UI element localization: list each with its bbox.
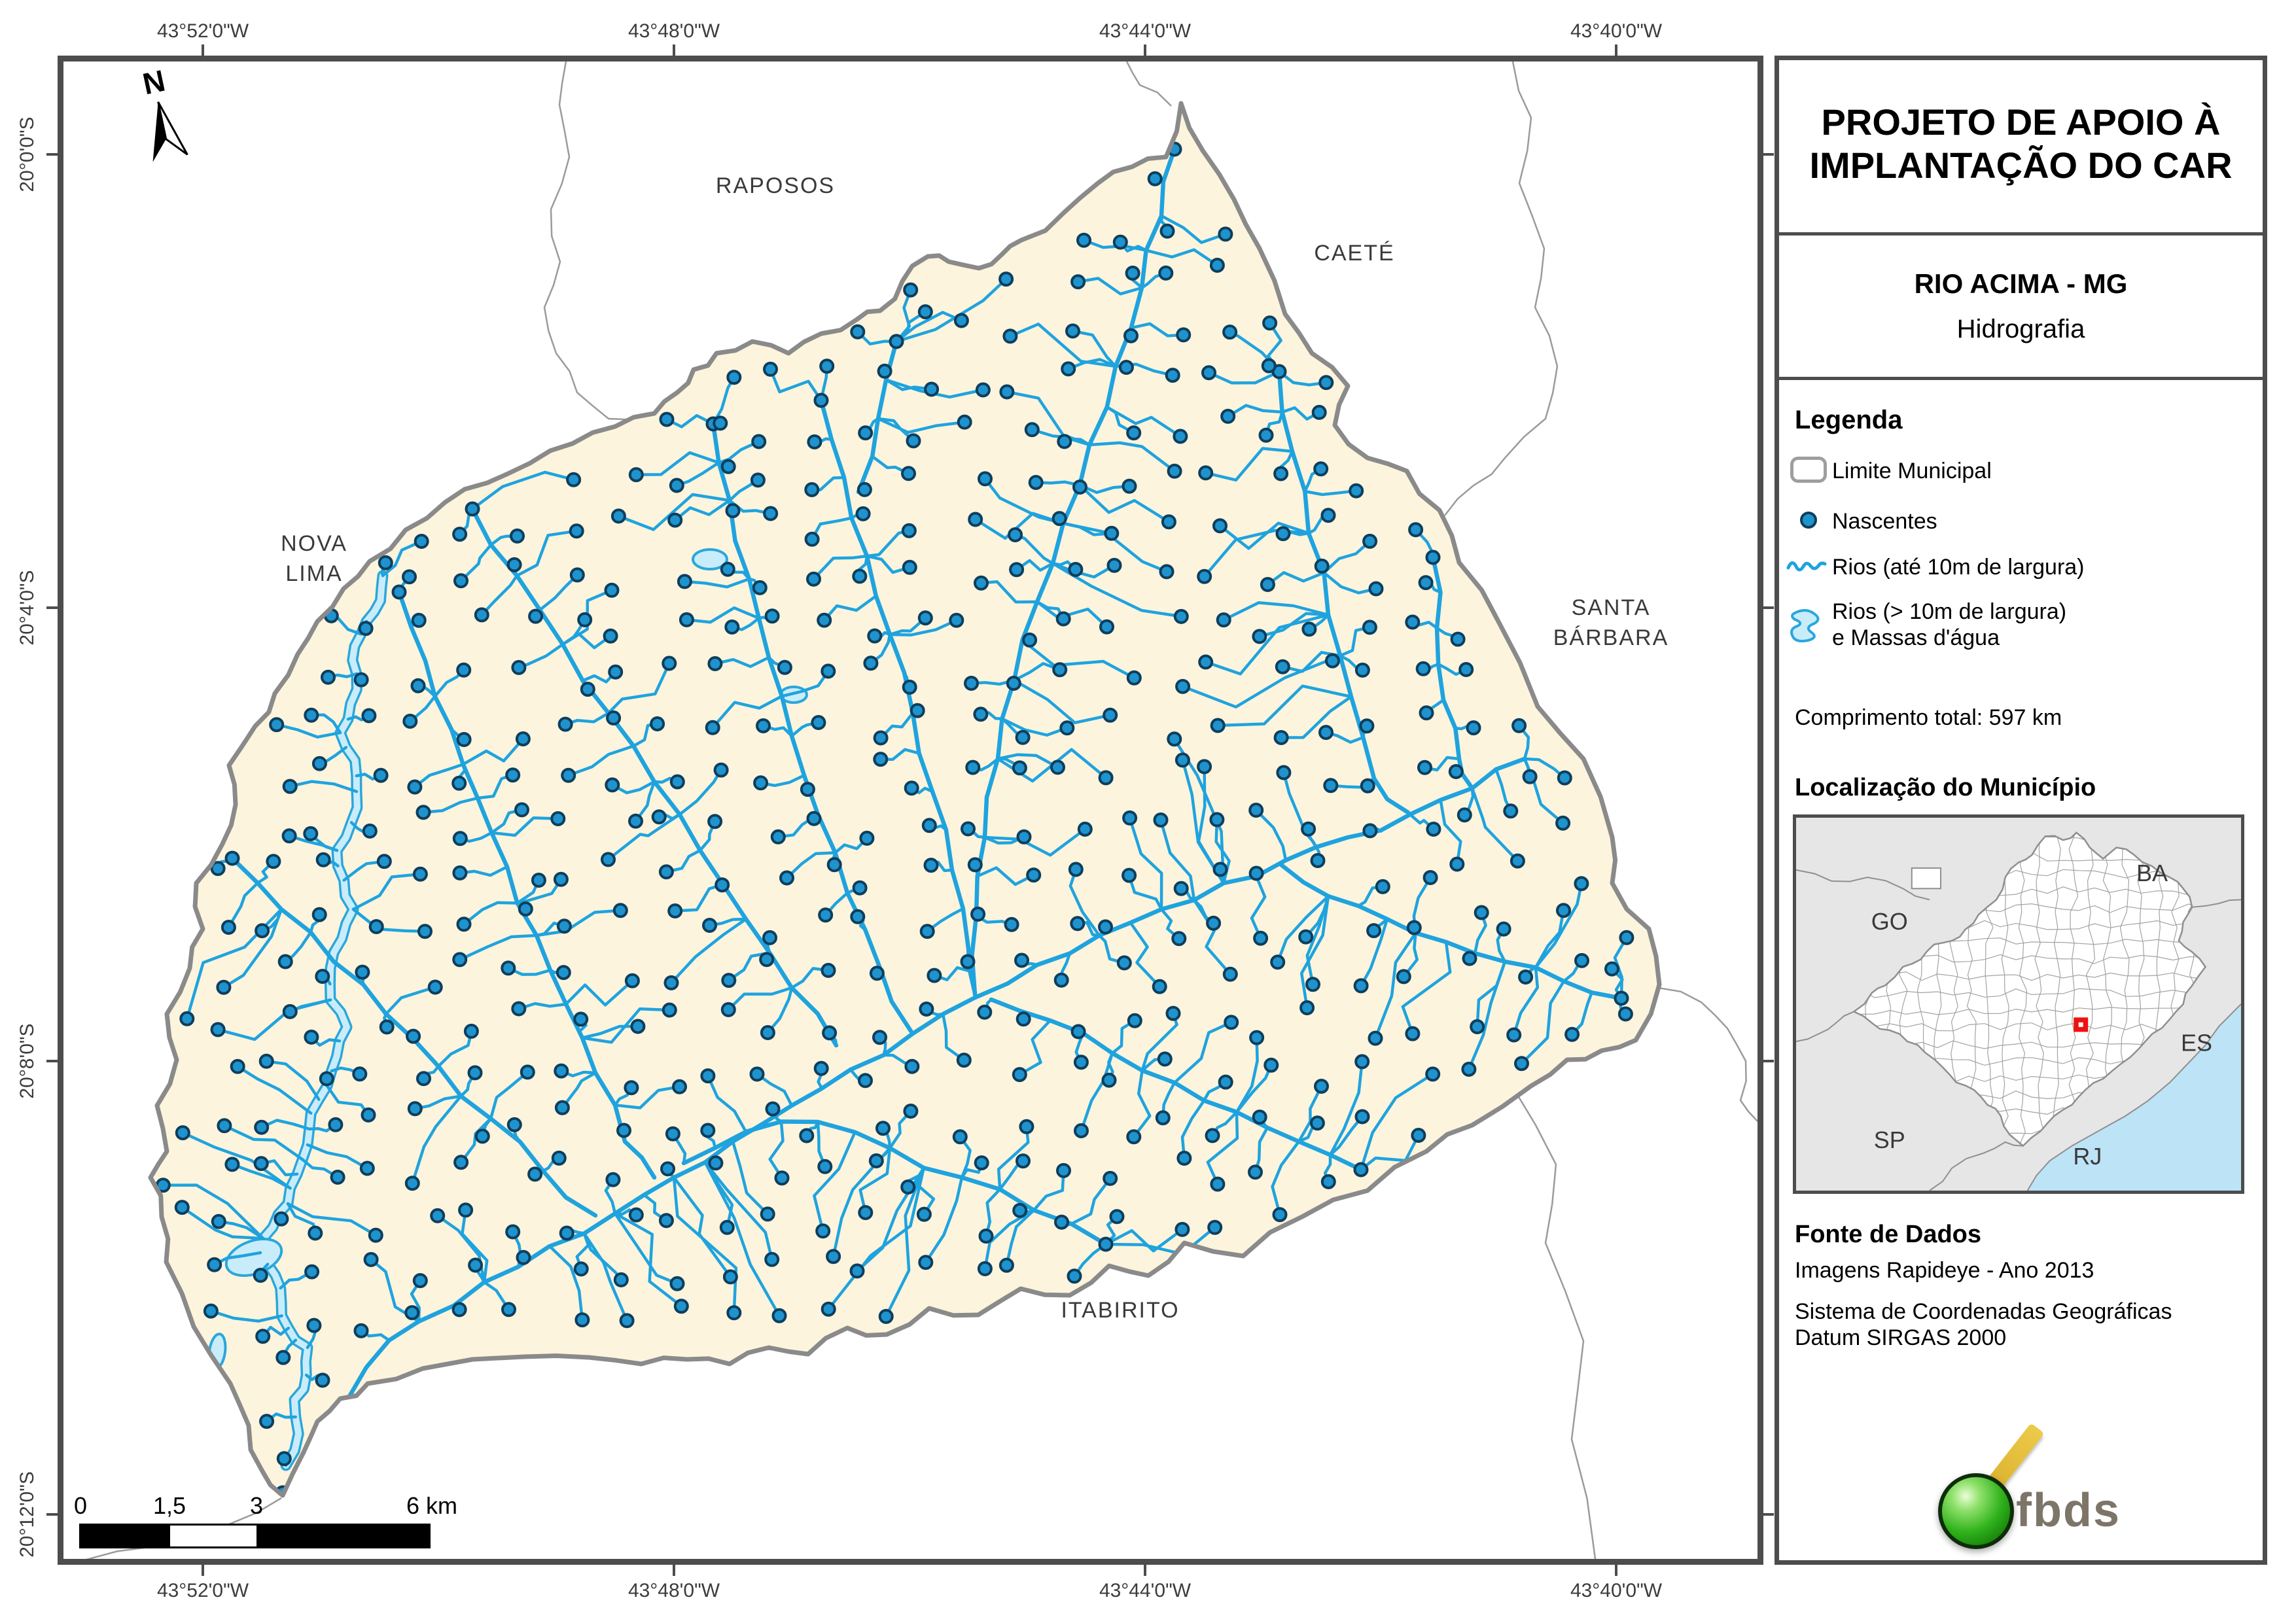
scale-segment [80,1525,170,1547]
state-label: RJ [2073,1143,2102,1170]
tick [46,606,58,609]
fbds-logo-sphere [1938,1473,2014,1549]
longitude-label: 43°40'0"W [1570,20,1663,42]
info-panel: PROJETO DE APOIO À IMPLANTAÇÃO DO CAR RI… [1775,56,2267,1565]
place-label: SANTA [1572,595,1651,620]
svg-text:N: N [140,63,168,101]
nascente-icon [1800,512,1817,529]
tick [202,1565,204,1576]
hydrography-map: RAPOSOS CAETÉ NOVA LIMA SANTA BÁRBARA ITABIRIT… [86,61,1757,1559]
scale-outline [79,1524,431,1548]
scale-mark: 6 km [406,1492,458,1519]
state-label: GO [1871,908,1908,935]
scale-mark: 3 [249,1492,264,1519]
locator-header: Localização do Município [1795,774,2096,801]
longitude-label: 43°48'0"W [627,20,720,42]
minas-gerais [1854,832,2206,1146]
tick [1763,1513,1774,1516]
longitude-label: 43°52'0"W [156,20,249,42]
wide-river [257,572,386,1469]
ocean [2027,1004,2241,1191]
data-source-line2: Sistema de Coordenadas Geográficas [1795,1299,2172,1324]
legend-label-limite: Limite Municipal [1832,459,1992,483]
municipality-area [150,103,1659,1495]
longitude-label: 43°52'0"W [156,1580,249,1601]
map-theme: Hidrografia [1956,315,2085,343]
data-source-header: Fonte de Dados [1795,1221,1982,1248]
tick [202,44,204,56]
tick [46,1060,58,1062]
municipality-name: RIO ACIMA - MG [1914,268,2128,299]
page-title: PROJETO DE APOIO À IMPLANTAÇÃO DO CAR [1779,101,2263,187]
tick [673,44,675,56]
title-line-1: PROJETO DE APOIO À [1821,101,2221,143]
latitude-label: 20°12'0"S [16,1471,38,1558]
total-length: Comprimento total: 597 km [1795,705,2062,730]
place-label: RAPOSOS [716,173,835,198]
latitude-label: 20°4'0"S [16,570,38,646]
locator-map-svg: GO BA ES SP RJ [1796,818,2241,1191]
tick [1615,44,1617,56]
longitude-label: 43°48'0"W [627,1580,720,1601]
divider [1775,232,2267,236]
rio-line-icon [1786,561,1827,572]
legend-label-nascentes: Nascentes [1832,509,1937,534]
fbds-logo-text: fbds [2016,1484,2121,1537]
tick [1144,1565,1146,1576]
state-label: BA [2136,860,2168,886]
place-label: CAETÉ [1314,241,1394,266]
data-source-line1: Imagens Rapideye - Ano 2013 [1795,1258,2094,1283]
massa-agua-icon [1790,609,1820,642]
divider [1775,377,2267,380]
tick [673,1565,675,1576]
latitude-label: 20°0'0"S [16,116,38,192]
water-body [692,548,728,570]
nascentes-layer [155,141,1634,1495]
tick [1763,153,1774,156]
place-label: BÁRBARA [1553,625,1669,650]
limite-municipal-icon [1790,457,1827,483]
state-label: SP [1874,1126,1905,1153]
title-line-2: IMPLANTAÇÃO DO CAR [1809,145,2233,186]
latitude-label: 20°8'0"S [16,1023,38,1099]
municipality-boundary [148,101,1662,1498]
legend-label-rios-massas-1: Rios (> 10m de largura) [1832,599,2067,624]
legend-label-rios-massas-2: e Massas d'água [1832,625,2000,650]
data-source-line3: Datum SIRGAS 2000 [1795,1325,2007,1350]
place-label: NOVA [281,531,347,556]
scale-segment [170,1525,256,1547]
longitude-label: 43°44'0"W [1099,1580,1192,1601]
tick [1763,606,1774,609]
state-label: ES [2181,1029,2212,1056]
tick [46,1513,58,1516]
longitude-label: 43°44'0"W [1099,20,1192,42]
tick [46,153,58,156]
longitude-label: 43°40'0"W [1570,1580,1663,1601]
tick [1144,44,1146,56]
place-label: ITABIRITO [1061,1298,1179,1323]
legend-label-rios10: Rios (até 10m de largura) [1832,555,2085,580]
legend-header: Legenda [1795,406,1903,434]
tick [1763,1060,1774,1062]
legend-label-rios-massas: Rios (> 10m de largura) e Massas d'água [1832,599,2066,651]
scale-mark: 1,5 [152,1492,186,1519]
locator-map: GO BA ES SP RJ [1793,814,2244,1194]
tick [1615,1565,1617,1576]
scale-segment [256,1525,429,1547]
north-arrow: N [140,63,188,162]
scale-mark: 0 [73,1492,88,1519]
place-label: LIMA [285,561,342,586]
